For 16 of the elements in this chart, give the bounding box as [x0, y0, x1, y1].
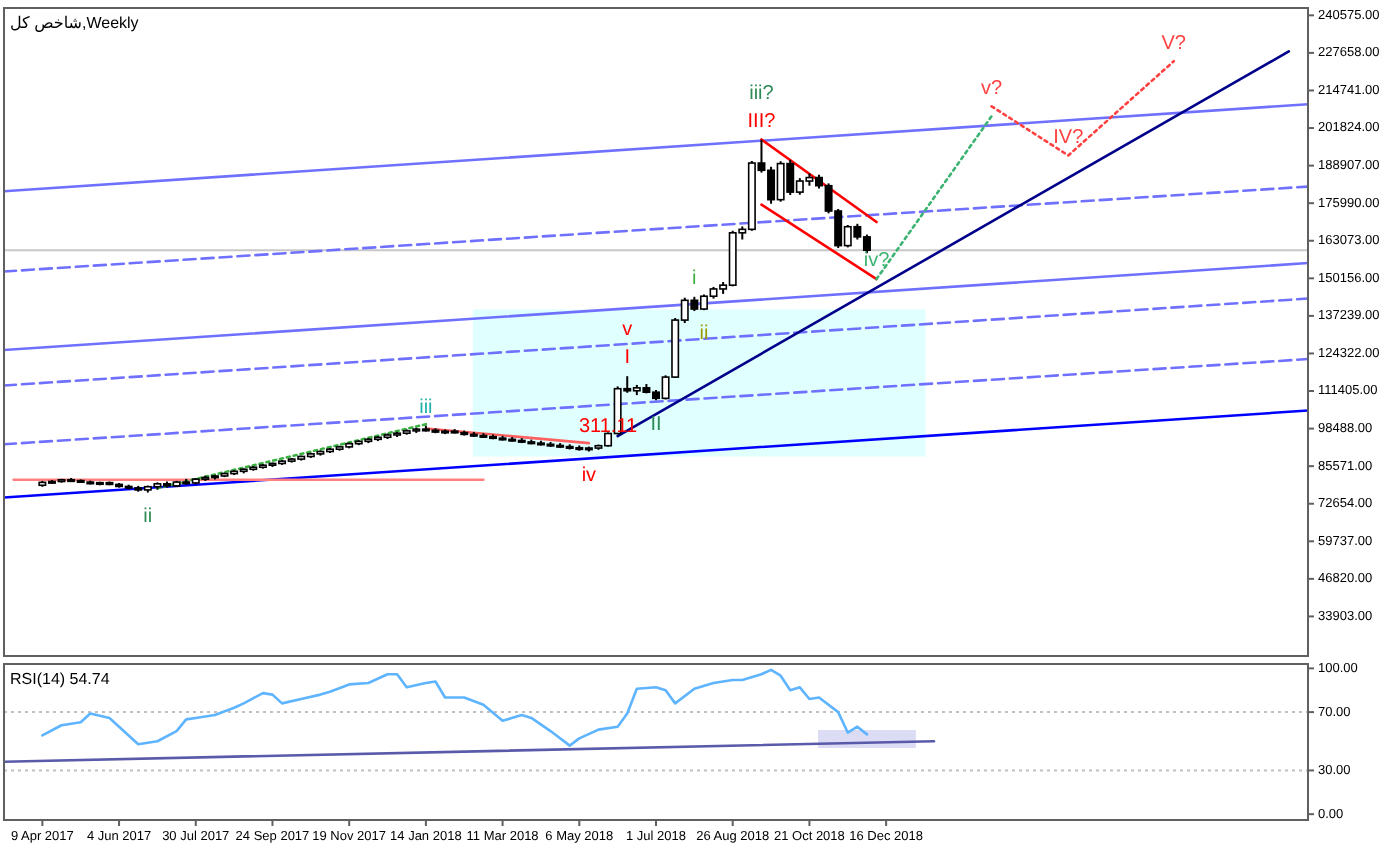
annotation: iv [581, 464, 597, 487]
annotation: iii? [749, 83, 775, 106]
annotation: ii [699, 323, 709, 346]
annotation: ii [143, 505, 153, 528]
annotation: v? [981, 77, 1004, 100]
annotation: II [650, 413, 662, 436]
annotation: v [622, 319, 633, 342]
annotation: I [624, 347, 631, 370]
chart-title: RSI(14) 54.74 [10, 670, 111, 688]
annotation: IV? [1053, 126, 1085, 149]
annotation: i [692, 268, 697, 291]
annotation: iv? [863, 250, 891, 273]
annotation: iii [419, 396, 433, 419]
chart-title: شاخص کل,Weekly [10, 14, 139, 32]
annotation: III? [747, 111, 777, 134]
annotation: V? [1161, 32, 1187, 55]
